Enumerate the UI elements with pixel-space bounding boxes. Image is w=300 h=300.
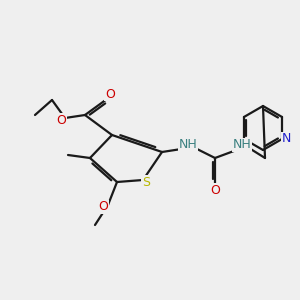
Text: S: S bbox=[142, 176, 150, 188]
Text: O: O bbox=[210, 184, 220, 196]
Text: O: O bbox=[56, 113, 66, 127]
Text: O: O bbox=[105, 88, 115, 100]
Text: N: N bbox=[281, 133, 291, 146]
Text: NH: NH bbox=[178, 139, 197, 152]
Text: O: O bbox=[98, 200, 108, 214]
Text: NH: NH bbox=[232, 139, 251, 152]
